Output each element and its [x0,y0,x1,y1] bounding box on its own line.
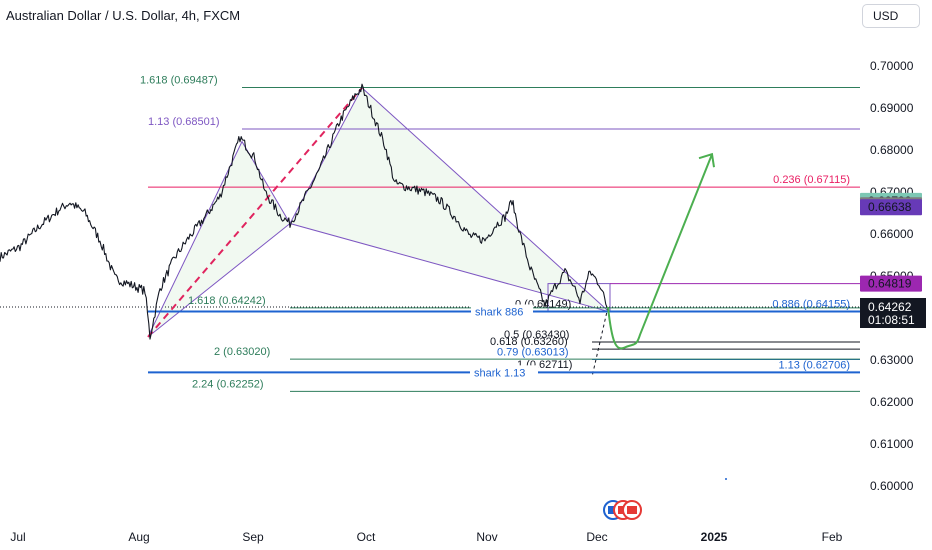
fib-level-label: 0.5 (0.63430) [504,329,569,341]
fib-level-label: 1.618 (0.64242) [188,295,266,307]
y-tick-label: 0.62000 [870,395,914,409]
fib-levels: 1.618 (0.69487) 1.13 (0.68501) 0.236 (0.67… [140,75,860,392]
harmonic-xab [147,140,291,338]
y-tick-label: 0.69000 [870,101,914,115]
time-axis[interactable]: Jul Aug Sep Oct Nov Dec 2025 Feb [10,530,842,544]
fib-level-label: 2 (0.63020) [214,346,270,358]
fib-level-label: 0.886 (0.64155) [772,298,850,310]
x-tick-label: Nov [476,530,497,544]
shark-label: shark 1.13 [474,367,525,379]
fib-level-label: 1.618 (0.69487) [140,75,218,87]
arrow-head-icon [698,152,715,168]
projection-path [607,153,713,350]
fib-level-label: 0.236 (0.67115) [773,174,850,186]
price-badge [860,199,922,216]
event-flags-icon[interactable] [603,500,642,520]
y-tick-label: 0.70000 [870,59,914,73]
price-badge-label: 0.64819 [868,277,912,291]
y-tick-label: 0.60000 [870,479,914,493]
price-badge [860,275,922,292]
x-tick-label: Dec [586,530,607,544]
x-tick-label: Aug [128,530,149,544]
harmonic-xc-dashed [147,87,363,338]
event-flag-inner [627,506,637,514]
y-tick-label: 0.61000 [870,437,914,451]
x-tick-label: Jul [10,530,25,544]
price-badge-label: 0.66638 [868,200,912,214]
symbol-title: Australian Dollar / U.S. Dollar, 4h, FXC… [6,8,241,23]
x-tick-label: Feb [822,530,843,544]
fib-level-label: 0.618 (0.63260) [490,336,568,348]
y-tick-label: 0.68000 [870,143,914,157]
x-tick-label: Sep [242,530,264,544]
current-price-badge [860,297,926,328]
x-tick-label: Oct [357,530,376,544]
price-line [0,83,608,340]
fib-level-label: 0.79 (0.63013) [497,346,569,358]
y-tick-label: 0.63000 [870,353,914,367]
fib-level-label: 2.24 (0.62252) [192,378,264,390]
chart-grid [0,306,860,480]
countdown-label: 01:08:51 [868,313,915,327]
fib-level-label: 1.13 (0.68501) [148,116,220,128]
shark-label: shark 886 [475,306,523,318]
projection-arrow [607,152,715,350]
shark-label-bg [470,365,538,379]
harmonic-pattern [147,87,860,377]
y-tick-label: 0.66000 [870,227,914,241]
price-series [0,83,608,340]
currency-button[interactable]: USD [862,4,920,28]
x-tick-label: 2025 [701,530,728,544]
marker-dot [725,478,727,480]
fib-level-label: 1.13 (0.62706) [778,359,850,371]
shark-label-bg [471,304,533,318]
price-badges: 0.667900.666840.666380.648190.6426201:08… [860,192,926,328]
current-price-label: 0.64262 [868,300,912,314]
